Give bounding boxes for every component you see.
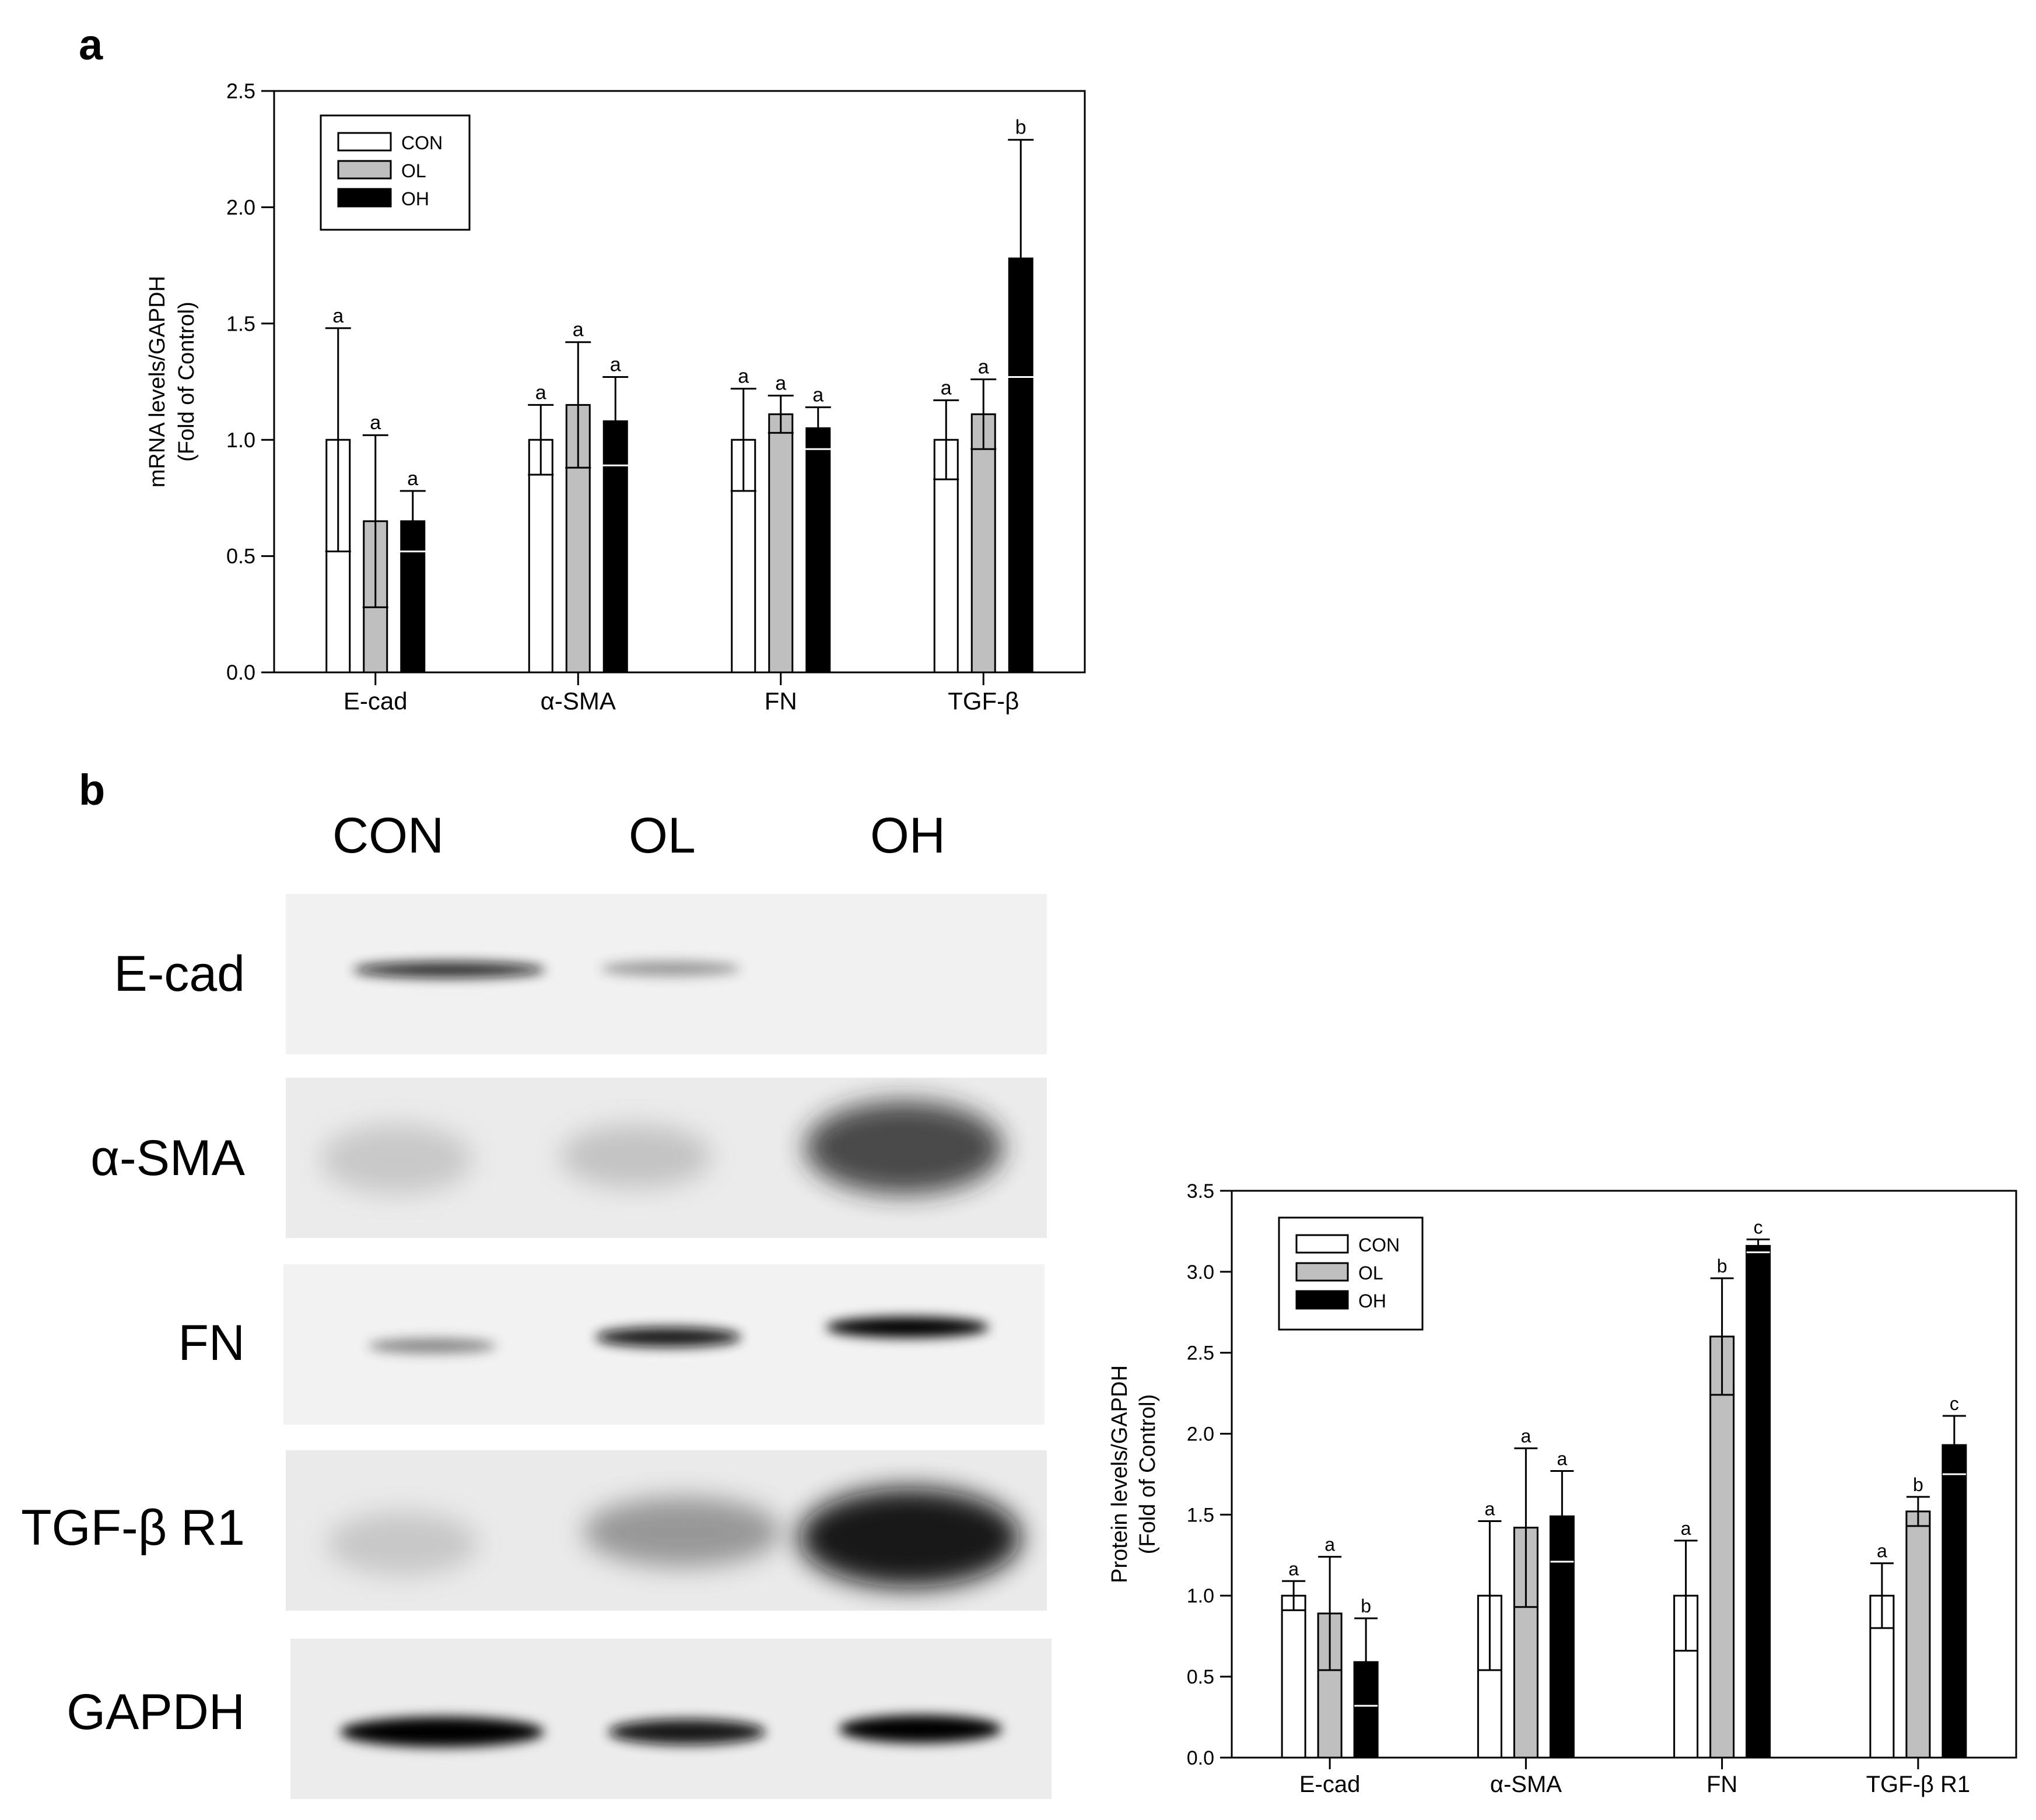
band-label-tgfbr1: TGF-β R1 — [21, 1500, 245, 1556]
x-tick-label: E-cad — [1299, 1772, 1361, 1797]
significance-letter: a — [610, 354, 621, 376]
significance-letter: a — [1520, 1426, 1531, 1447]
y-tick-label: 0.5 — [1187, 1666, 1214, 1688]
y-axis-label: mRNA levels/GAPDH — [145, 276, 170, 488]
legend-swatch — [337, 160, 392, 180]
y-tick-label: 1.5 — [1187, 1504, 1214, 1526]
bar — [970, 413, 996, 674]
y-tick-label: 3.0 — [1187, 1261, 1214, 1284]
significance-letter: b — [1015, 117, 1026, 139]
y-tick-label: 0.0 — [1187, 1747, 1214, 1769]
significance-letter: a — [1288, 1558, 1299, 1579]
significance-letter: c — [1754, 1216, 1763, 1237]
bar — [1746, 1244, 1771, 1759]
legend-swatch — [337, 132, 392, 152]
plot-frame — [1231, 1190, 2017, 1759]
y-tick-label: 2.5 — [1187, 1342, 1214, 1365]
significance-letter: a — [332, 305, 344, 327]
y-tick-label: 0.0 — [226, 661, 255, 685]
x-tick-label: E-cad — [344, 687, 408, 714]
legend-label: OL — [401, 160, 426, 181]
bar — [1008, 257, 1033, 674]
panel-label-a: a — [79, 20, 103, 69]
significance-letter: c — [1950, 1393, 1959, 1414]
bar — [528, 439, 553, 674]
significance-letter: a — [1484, 1499, 1495, 1520]
significance-letter: a — [1877, 1541, 1887, 1562]
lane-label-ol: OL — [629, 808, 696, 864]
y-tick-label: 1.5 — [226, 311, 255, 335]
y-tick-label: 1.0 — [226, 428, 255, 452]
significance-letter: b — [1361, 1595, 1371, 1616]
bar — [1905, 1510, 1931, 1759]
x-tick-label: α-SMA — [541, 687, 616, 714]
panel-label-b: b — [79, 766, 106, 814]
bar — [805, 427, 831, 674]
band-label-fn: FN — [178, 1315, 245, 1371]
significance-letter: a — [370, 412, 381, 434]
x-tick-label: α-SMA — [1490, 1772, 1562, 1797]
significance-letter: a — [573, 319, 584, 341]
y-axis-label: (Fold of Control) — [1136, 1394, 1160, 1555]
significance-letter: a — [535, 381, 546, 404]
y-tick-label: 0.5 — [226, 544, 255, 568]
significance-letter: b — [1717, 1256, 1727, 1277]
significance-letter: a — [941, 377, 952, 399]
x-tick-label: TGF-β — [948, 687, 1019, 714]
bar — [768, 413, 794, 674]
legend-swatch — [1295, 1234, 1349, 1254]
band-label-gapdh: GAPDH — [66, 1684, 245, 1740]
legend-label: OL — [1358, 1263, 1383, 1284]
significance-letter: a — [775, 372, 786, 394]
significance-letter: b — [1913, 1474, 1923, 1495]
bar — [1281, 1594, 1306, 1759]
x-tick-label: FN — [765, 687, 797, 714]
y-tick-label: 2.0 — [226, 195, 255, 219]
blot-strip-gapdh — [290, 1639, 1052, 1799]
plot-frame — [273, 90, 1086, 674]
y-axis-label: Protein levels/GAPDH — [1108, 1365, 1132, 1583]
lane-label-oh: OH — [870, 808, 945, 864]
legend-label: CON — [1358, 1235, 1400, 1256]
mrna-bar-chart: 0.0 0.5 1.0 1.5 2.0 2.5 mRNA levels/GAPDH (Fold… — [145, 79, 1086, 714]
significance-letter: a — [1557, 1448, 1567, 1469]
blot-strip-fn — [283, 1264, 1045, 1425]
legend-label: CON — [401, 132, 443, 153]
blot-strip-asma — [286, 1078, 1047, 1238]
lane-label-con: CON — [332, 808, 444, 864]
band-label-ecad: E-cad — [114, 946, 245, 1002]
bar — [1709, 1335, 1735, 1759]
blot-strip-tgfbr1 — [286, 1450, 1047, 1611]
protein-bar-chart: 0.0 0.5 1.0 1.5 2.0 2.5 3.0 3.5 Protein levels/G… — [1108, 1180, 2017, 1797]
legend-swatch — [1295, 1262, 1349, 1282]
y-axis-label: (Fold of Control) — [174, 301, 199, 462]
bar — [1942, 1444, 1967, 1759]
significance-letter: a — [407, 468, 418, 490]
blot-strip-ecad — [286, 894, 1047, 1054]
y-tick-label: 2.0 — [1187, 1423, 1214, 1445]
significance-letter: a — [738, 365, 749, 387]
significance-letter: a — [812, 384, 823, 406]
significance-letter: a — [978, 356, 989, 378]
y-tick-label: 1.0 — [1187, 1585, 1214, 1607]
legend-label: OH — [401, 188, 429, 209]
band-label-asma: α-SMA — [90, 1130, 245, 1186]
y-tick-label: 2.5 — [226, 79, 255, 103]
y-tick-label: 3.5 — [1187, 1180, 1214, 1202]
legend-label: OH — [1358, 1291, 1386, 1311]
x-tick-label: FN — [1706, 1772, 1737, 1797]
legend-swatch — [337, 188, 392, 208]
significance-letter: a — [1681, 1518, 1691, 1539]
x-tick-label: TGF-β R1 — [1866, 1772, 1971, 1797]
significance-letter: a — [1324, 1534, 1335, 1555]
legend-swatch — [1295, 1290, 1349, 1310]
